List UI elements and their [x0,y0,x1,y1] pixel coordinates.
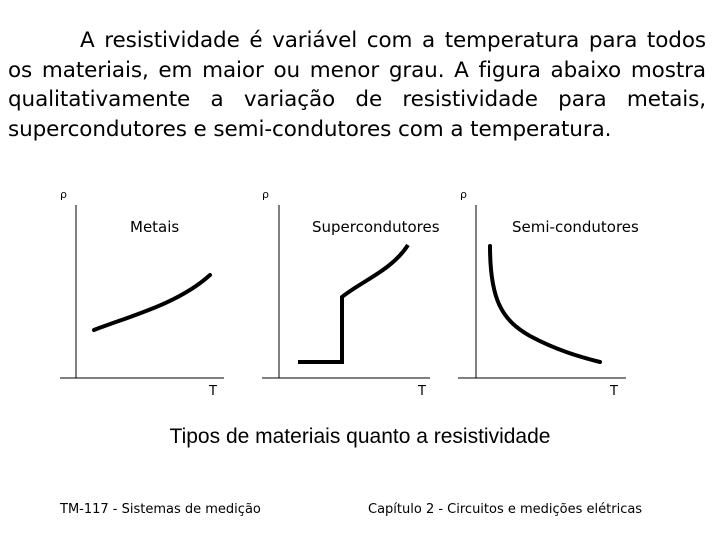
intro-paragraph: A resistividade é variável com a tempera… [8,26,706,144]
panel-title: Metais [130,218,179,236]
figure-caption: Tipos de materiais quanto a resistividad… [169,425,551,448]
y-axis-label: ρ [460,188,467,201]
superconductor-curve [298,243,410,364]
panel-supercondutores: ρ T Supercondutores [262,188,440,399]
x-axis-label: T [208,384,217,399]
y-axis-label: ρ [262,188,269,201]
intro-text: A resistividade é variável com a tempera… [8,28,706,142]
x-axis-label: T [417,384,426,399]
panel-title: Supercondutores [312,218,440,236]
footer-chapter: Capítulo 2 - Circuitos e medições elétri… [368,502,643,517]
panel-metais: ρ T Metais [60,188,224,399]
metals-curve [92,273,212,332]
panel-title: Semi-condutores [512,218,639,236]
panel-semi-condutores: ρ T Semi-condutores [458,188,639,399]
semiconductor-curve [488,244,602,364]
y-axis-label: ρ [60,188,67,201]
x-axis-label: T [609,384,618,399]
footer-course: TM-117 - Sistemas de medição [60,502,261,517]
